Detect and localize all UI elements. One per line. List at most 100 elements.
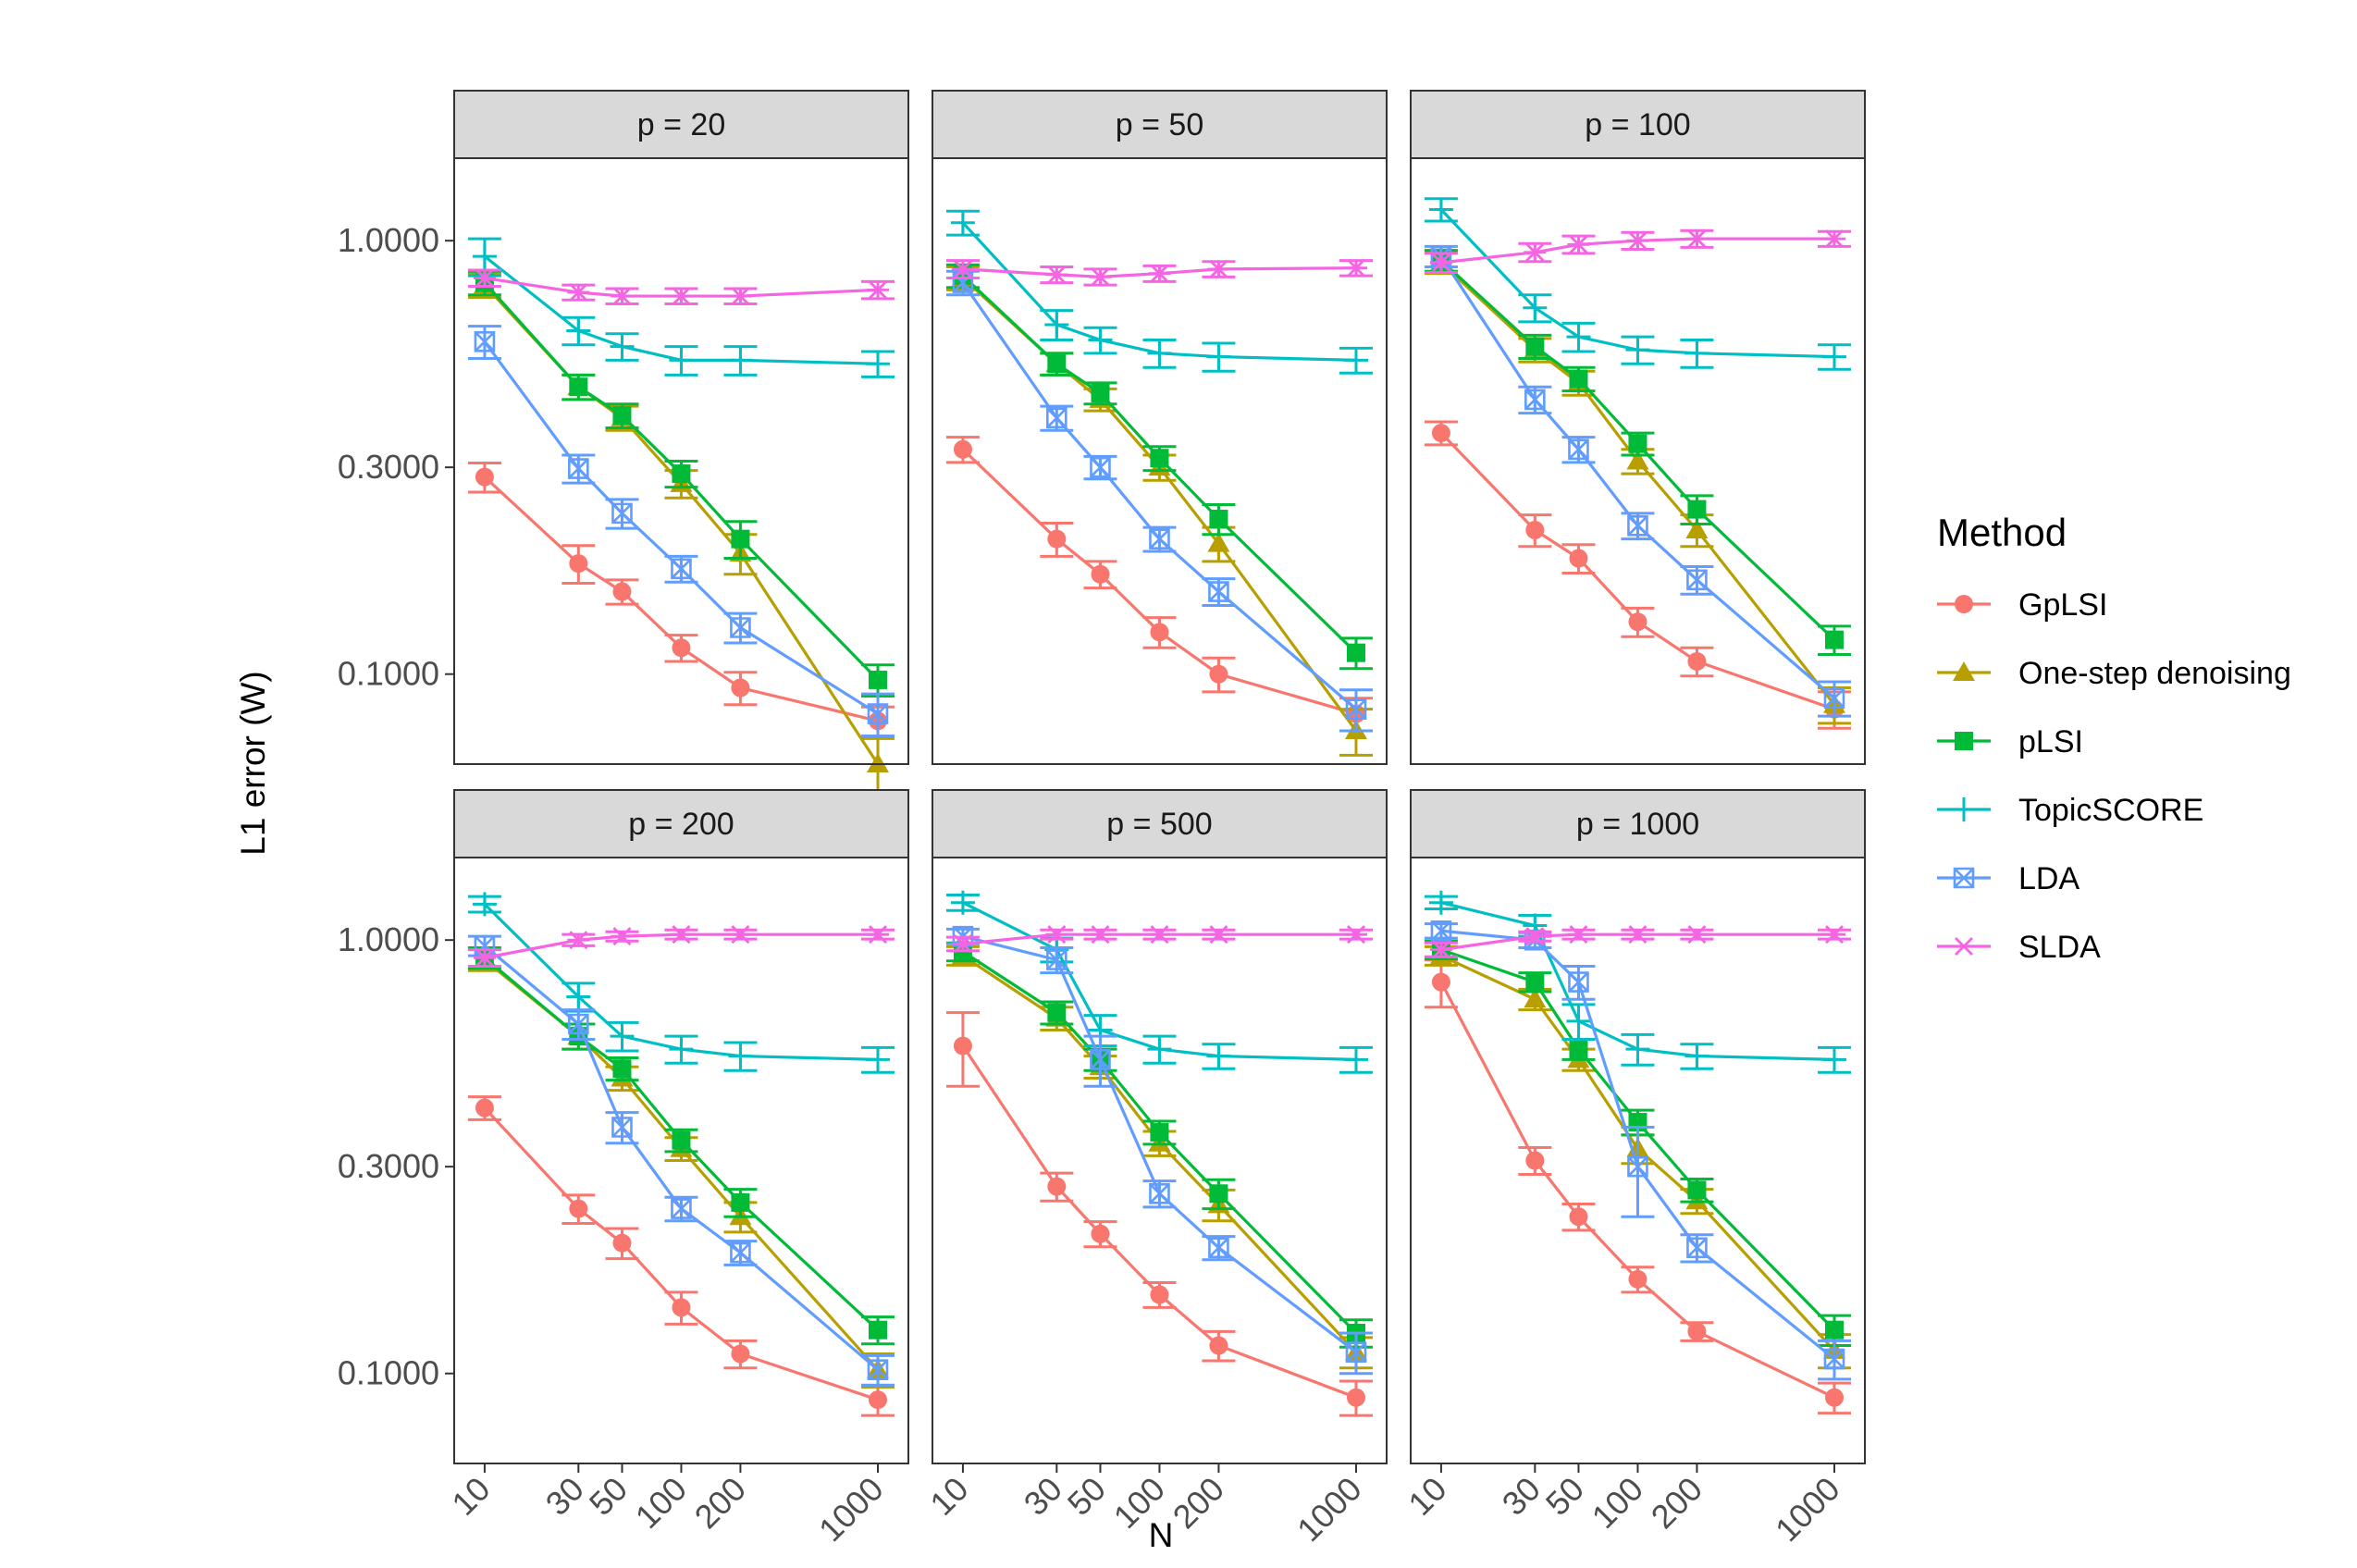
x-tick-label: 50	[1538, 1470, 1591, 1523]
series-line-plsi	[1440, 948, 1836, 1331]
x-tick-label: 50	[582, 1470, 635, 1523]
data-point-topicscore	[1523, 295, 1548, 320]
data-point-plsi	[612, 406, 632, 426]
data-point-lda	[1345, 698, 1367, 720]
y-tick-label: 0.1000	[338, 1354, 439, 1392]
data-point-plsi	[1150, 449, 1169, 468]
data-point-plsi	[1687, 1180, 1707, 1200]
panels-group: p = 20 0.1000 0.3000 1.0000 p = 50 p = 100 p =…	[338, 90, 1866, 1549]
series-line-slda	[962, 266, 1356, 278]
data-point-plsi	[731, 1192, 750, 1212]
data-point-slda	[1685, 229, 1709, 249]
data-point-topicscore	[950, 890, 975, 915]
data-point-topicscore	[1625, 1037, 1650, 1062]
legend-key-topicscore	[1952, 797, 1976, 821]
data-point-lda	[1149, 528, 1170, 549]
data-point-one-step-denoising	[866, 753, 889, 772]
data-point-topicscore	[865, 352, 890, 377]
data-point-gplsi	[953, 439, 972, 459]
data-point-topicscore	[610, 1024, 635, 1049]
series-topicscore	[945, 209, 1373, 375]
data-point-topicscore	[472, 892, 497, 917]
series-slda	[1424, 925, 1851, 959]
data-point-lda	[1823, 687, 1845, 710]
x-tick-label: 10	[444, 1470, 497, 1523]
data-point-gplsi	[612, 1233, 632, 1253]
series-topicscore	[1424, 197, 1851, 371]
series-lda	[1424, 244, 1851, 718]
legend-label: TopicSCORE	[2018, 793, 2203, 828]
data-point-slda	[1429, 253, 1452, 272]
data-point-topicscore	[865, 1047, 890, 1072]
series-gplsi	[467, 1095, 895, 1417]
data-point-plsi	[1687, 500, 1707, 519]
data-point-slda	[951, 259, 974, 278]
series-slda	[945, 258, 1373, 287]
data-point-topicscore	[610, 334, 635, 359]
series-line-plsi	[483, 281, 880, 682]
data-point-slda	[611, 287, 634, 306]
legend-key-one-step-denoising	[1953, 661, 1975, 681]
legend-item-one-step-denoising: One-step denoising	[1937, 656, 2291, 691]
data-point-slda	[951, 934, 974, 954]
data-point-plsi	[1569, 369, 1588, 389]
series-line-topicscore	[1439, 208, 1835, 359]
series-line-topicscore	[962, 901, 1357, 1061]
data-point-gplsi	[1569, 1207, 1588, 1227]
data-point-topicscore	[1044, 312, 1069, 337]
data-point-lda	[1090, 1049, 1111, 1070]
data-point-lda	[1149, 1182, 1170, 1204]
data-point-topicscore	[728, 348, 753, 373]
x-axis-title: N	[1149, 1516, 1174, 1554]
legend-key-lda	[1953, 867, 1975, 889]
data-point-lda	[611, 1117, 633, 1138]
x-tick-label: 100	[628, 1470, 694, 1536]
data-point-slda	[1148, 925, 1171, 945]
series-topicscore	[467, 237, 895, 378]
data-point-slda	[1626, 231, 1649, 251]
data-point-slda	[1567, 235, 1590, 254]
data-point-lda	[611, 502, 633, 525]
data-point-slda	[729, 287, 752, 306]
data-point-slda	[729, 925, 752, 945]
data-point-topicscore	[1566, 325, 1591, 350]
data-point-lda	[1524, 389, 1546, 411]
data-point-gplsi	[569, 554, 588, 574]
legend-item-lda: LDA	[1937, 861, 2079, 896]
series-line-plsi	[961, 274, 1358, 654]
data-point-plsi	[868, 1320, 887, 1340]
error-bar	[1621, 1126, 1655, 1218]
data-point-slda	[1567, 925, 1590, 945]
data-point-lda	[1208, 581, 1229, 602]
data-point-plsi	[1346, 643, 1365, 662]
data-point-plsi	[672, 1130, 691, 1150]
data-point-gplsi	[953, 1036, 972, 1056]
x-tick-label: 200	[687, 1470, 753, 1536]
series-line-gplsi	[961, 1044, 1357, 1400]
legend-title: Method	[1937, 511, 2067, 554]
data-point-lda	[671, 1198, 692, 1219]
data-point-gplsi	[1687, 1322, 1707, 1341]
data-point-topicscore	[1428, 890, 1453, 915]
legend-label: One-step denoising	[2018, 656, 2291, 691]
data-point-slda	[1089, 267, 1112, 287]
series-line-slda	[484, 932, 878, 959]
data-point-topicscore	[472, 244, 497, 269]
data-point-lda	[1430, 920, 1452, 942]
data-point-gplsi	[1628, 1269, 1647, 1289]
facet-strip	[453, 90, 909, 159]
series-gplsi	[1424, 420, 1851, 730]
data-point-gplsi	[731, 1344, 750, 1364]
facet-strip	[453, 789, 909, 858]
data-point-lda	[730, 1241, 751, 1264]
data-point-slda	[1626, 925, 1649, 945]
data-point-topicscore	[669, 348, 694, 373]
x-tick-label: 200	[1166, 1470, 1231, 1536]
x-tick-label: 50	[1060, 1470, 1113, 1523]
legend-label: SLDA	[2018, 930, 2101, 965]
data-point-slda	[670, 925, 693, 945]
data-point-slda	[866, 280, 889, 300]
data-point-plsi	[1824, 630, 1844, 649]
data-point-one-step-denoising	[1685, 518, 1709, 538]
